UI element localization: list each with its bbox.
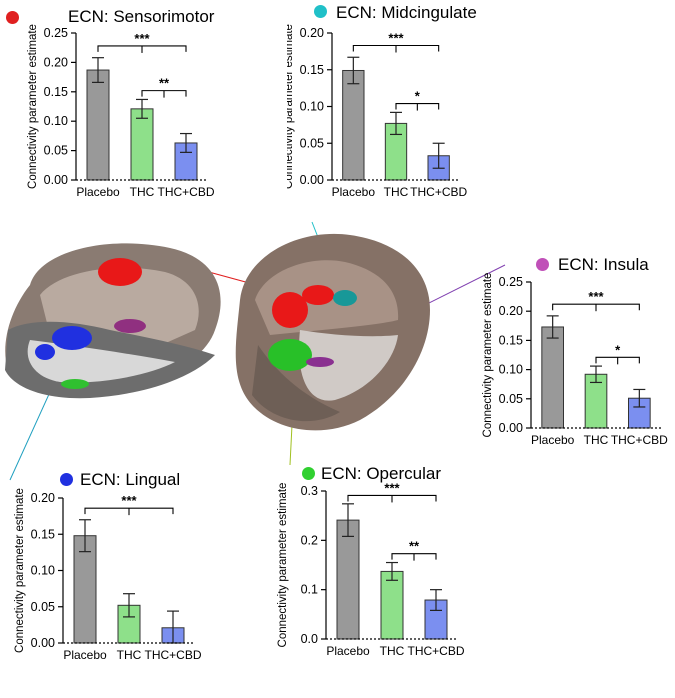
bar-placebo: [336, 519, 360, 640]
y-tick-label: 0.10: [499, 363, 523, 377]
y-tick-label: 0.20: [300, 26, 324, 40]
y-tick-label: 0.15: [499, 333, 523, 347]
bar-placebo: [342, 69, 365, 181]
significance-label: *: [615, 342, 621, 357]
chart-panel-opercular: ECN: Opercular 0.0 0.1 0.2 0.3 Connectivity …: [268, 458, 478, 698]
y-axis-label: Connectivity parameter estimate: [277, 483, 289, 648]
y-tick-label: 0.1: [301, 583, 318, 597]
legend-dot-insula: [536, 258, 549, 271]
y-tick-label: 0.15: [31, 527, 55, 541]
y-tick-label: 0.3: [301, 484, 318, 498]
legend-dot-midcingulate: [314, 5, 327, 18]
y-tick-label: 0.00: [300, 173, 324, 187]
x-tick-label: Placebo: [531, 433, 575, 447]
x-tick-label: THC: [384, 185, 409, 199]
y-tick-label: 0.10: [31, 564, 55, 578]
y-tick-label: 0.20: [31, 491, 55, 505]
chart-title-sensorimotor: ECN: Sensorimotor: [68, 7, 215, 26]
x-tick-label: THC: [584, 433, 609, 447]
insula-blob-right: [306, 357, 334, 367]
y-tick-label: 0.00: [499, 421, 523, 435]
left-brain-slice: [5, 243, 221, 399]
y-tick-label: 0.05: [44, 144, 68, 158]
significance-bracket: [84, 507, 174, 515]
x-tick-label: THC+CBD: [611, 433, 668, 447]
y-tick-label: 0.10: [44, 114, 68, 128]
chart-title-opercular: ECN: Opercular: [321, 464, 441, 483]
significance-label: **: [409, 539, 420, 554]
bar-placebo: [86, 69, 110, 181]
significance-label: ***: [388, 30, 404, 45]
legend-dot-lingual: [60, 473, 73, 486]
x-tick-label: THC+CBD: [144, 648, 201, 662]
y-tick-label: 0.05: [31, 600, 55, 614]
x-tick-label: Placebo: [332, 185, 376, 199]
y-tick-label: 0.05: [300, 136, 324, 150]
x-tick-label: THC: [130, 185, 155, 199]
y-axis-label: Connectivity parameter estimate: [27, 24, 39, 189]
bar-placebo: [541, 326, 564, 429]
sensorimotor-blob-right-2: [302, 285, 334, 305]
significance-label: ***: [384, 480, 400, 495]
y-tick-label: 0.15: [300, 63, 324, 77]
chart-title-insula: ECN: Insula: [558, 255, 649, 274]
lingual-blob-1: [52, 326, 92, 350]
bar-thc: [380, 570, 404, 640]
y-tick-label: 0.00: [31, 636, 55, 650]
y-tick-label: 0.10: [300, 100, 324, 114]
significance-label: ***: [121, 493, 137, 508]
x-tick-label: THC: [380, 644, 405, 658]
chart-panel-insula: ECN: Insula 0.00 0.05 0.10 0.15 0.20 0.25 Conn…: [478, 250, 675, 480]
midcingulate-blob: [333, 290, 357, 306]
y-tick-label: 0.05: [499, 392, 523, 406]
significance-label: ***: [588, 289, 604, 304]
chart-title-lingual: ECN: Lingual: [80, 470, 181, 489]
insula-blob: [114, 319, 146, 333]
opercular-blob: [61, 379, 89, 389]
x-tick-label: Placebo: [63, 648, 107, 662]
opercular-blob-right: [268, 339, 312, 371]
x-tick-label: THC: [117, 648, 142, 662]
legend-dot-sensorimotor: [6, 11, 19, 24]
bar-chart-opercular: 0.0 0.1 0.2 0.3 Connectivity parameter estim…: [277, 480, 465, 658]
chart-title-midcingulate: ECN: Midcingulate: [336, 3, 477, 22]
x-tick-label: THC+CBD: [157, 185, 214, 199]
right-brain-render: [235, 233, 430, 431]
y-axis-label: Connectivity parameter estimate: [14, 488, 26, 653]
y-tick-label: 0.25: [499, 275, 523, 289]
bar-thc: [130, 108, 154, 181]
y-axis-label: Connectivity parameter estimate: [482, 273, 494, 438]
chart-panel-sensorimotor: ECN: Sensorimotor 0.00 0.05 0.10 0.15 0.20 0.…: [0, 0, 245, 240]
x-tick-label: THC+CBD: [410, 185, 467, 199]
y-tick-label: 0.20: [44, 55, 68, 69]
legend-dot-opercular: [302, 467, 315, 480]
bar-chart-midcingulate: 0.00 0.05 0.10 0.15 0.20 Connectivity paramet…: [287, 24, 467, 199]
lingual-blob-2: [35, 344, 55, 360]
x-tick-label: Placebo: [326, 644, 370, 658]
x-tick-label: Placebo: [76, 185, 120, 199]
y-tick-label: 0.25: [44, 26, 68, 40]
y-tick-label: 0.0: [301, 632, 318, 646]
chart-panel-lingual: ECN: Lingual 0.00 0.05 0.10 0.15 0.20 Connect…: [0, 465, 230, 698]
chart-panel-midcingulate: ECN: Midcingulate 0.00 0.05 0.10 0.15 0.20 Co…: [287, 0, 497, 240]
bar-chart-lingual: 0.00 0.05 0.10 0.15 0.20 Connectivity paramet…: [14, 488, 202, 662]
y-tick-label: 0.15: [44, 85, 68, 99]
sensorimotor-blob-right: [272, 292, 308, 328]
y-tick-label: 0.20: [499, 304, 523, 318]
x-tick-label: THC+CBD: [407, 644, 464, 658]
y-axis-label: Connectivity parameter estimate: [287, 24, 295, 189]
y-tick-label: 0.00: [44, 173, 68, 187]
significance-label: ***: [134, 31, 150, 46]
bar-chart-insula: 0.00 0.05 0.10 0.15 0.20 0.25 Connectivity par…: [482, 273, 668, 447]
significance-bracket: [391, 553, 437, 560]
significance-label: *: [415, 89, 421, 104]
y-tick-label: 0.2: [301, 533, 318, 547]
significance-label: **: [159, 76, 170, 91]
sensorimotor-blob: [98, 258, 142, 286]
bar-chart-sensorimotor: 0.00 0.05 0.10 0.15 0.20 0.25 Connectivity par…: [27, 24, 215, 199]
